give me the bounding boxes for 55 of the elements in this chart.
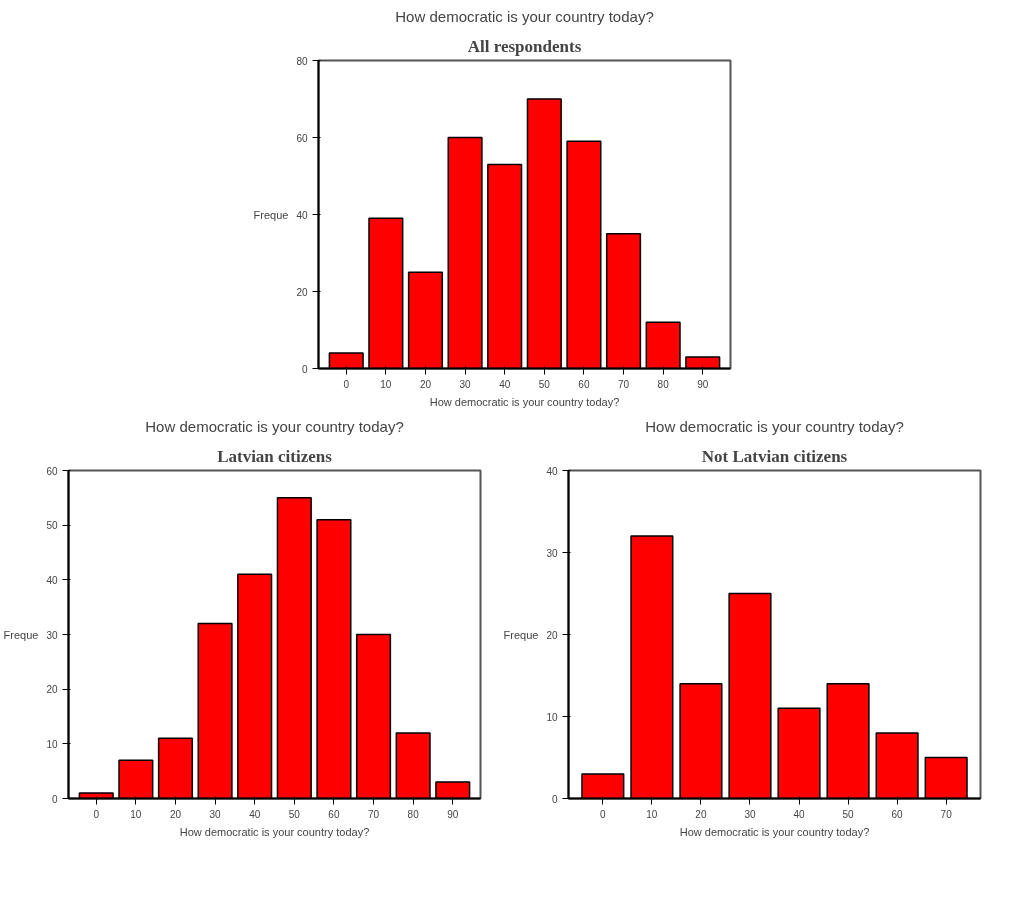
x-tick-label: 0 [93, 808, 100, 820]
x-tick-label: 80 [407, 808, 420, 820]
y-axis-title: Freque [3, 628, 39, 641]
x-tick-label: 70 [367, 808, 380, 820]
x-tick-label: 0 [343, 378, 350, 390]
x-tick-label: 40 [499, 378, 511, 390]
y-tick-label: 10 [46, 738, 58, 750]
x-tick-label: 70 [617, 378, 630, 390]
chart-title: All respondents [467, 36, 582, 56]
y-tick-label: 10 [546, 711, 558, 723]
y-tick-label: 0 [551, 793, 558, 805]
y-tick-label: 50 [46, 520, 58, 532]
x-tick-label: 40 [793, 808, 806, 820]
x-tick-label: 80 [657, 378, 670, 390]
y-tick-label: 30 [546, 547, 558, 559]
y-tick-label: 20 [296, 286, 308, 298]
chart-title: Not Latvian citizens [701, 446, 848, 466]
y-tick-label: 20 [546, 629, 558, 641]
x-tick-label: 20 [695, 808, 707, 820]
x-tick-label: 40 [249, 808, 261, 820]
x-tick-label: 10 [646, 808, 658, 820]
x-tick-label: 10 [380, 378, 392, 390]
x-axis-title: How democratic is your country today? [429, 395, 620, 408]
y-axis-title: Freque [253, 208, 289, 221]
x-tick-label: 30 [744, 808, 756, 820]
x-tick-label: 20 [419, 378, 432, 390]
chart-subtitle: How democratic is your country today? [645, 417, 904, 435]
x-tick-label: 60 [891, 808, 904, 820]
y-tick-label: 0 [301, 363, 308, 375]
x-tick-label: 60 [578, 378, 590, 390]
x-tick-label: 90 [697, 378, 709, 390]
y-tick-label: 30 [46, 629, 58, 641]
x-tick-label: 0 [600, 808, 607, 820]
y-tick-label: 40 [46, 574, 58, 586]
x-tick-label: 20 [169, 808, 182, 820]
x-axis-title: How democratic is your country today? [179, 825, 370, 838]
y-tick-label: 80 [296, 55, 308, 67]
x-tick-label: 30 [459, 378, 472, 390]
chart-title: Latvian citizens [217, 446, 333, 466]
y-tick-label: 0 [51, 793, 58, 805]
y-axis-title: Freque [503, 628, 539, 641]
y-tick-label: 60 [296, 132, 308, 144]
x-tick-label: 90 [447, 808, 459, 820]
chart-subtitle: How democratic is your country today? [145, 417, 404, 435]
y-tick-label: 60 [46, 465, 58, 477]
x-tick-label: 10 [130, 808, 142, 820]
y-tick-label: 40 [296, 209, 308, 221]
y-tick-label: 40 [546, 465, 558, 477]
x-axis-title: How democratic is your country today? [679, 825, 870, 838]
x-tick-label: 50 [842, 808, 855, 820]
x-tick-label: 30 [209, 808, 222, 820]
chart-subtitle: How democratic is your country today? [395, 7, 654, 25]
x-tick-label: 70 [940, 808, 953, 820]
x-tick-label: 60 [328, 808, 340, 820]
y-tick-label: 20 [46, 684, 58, 696]
